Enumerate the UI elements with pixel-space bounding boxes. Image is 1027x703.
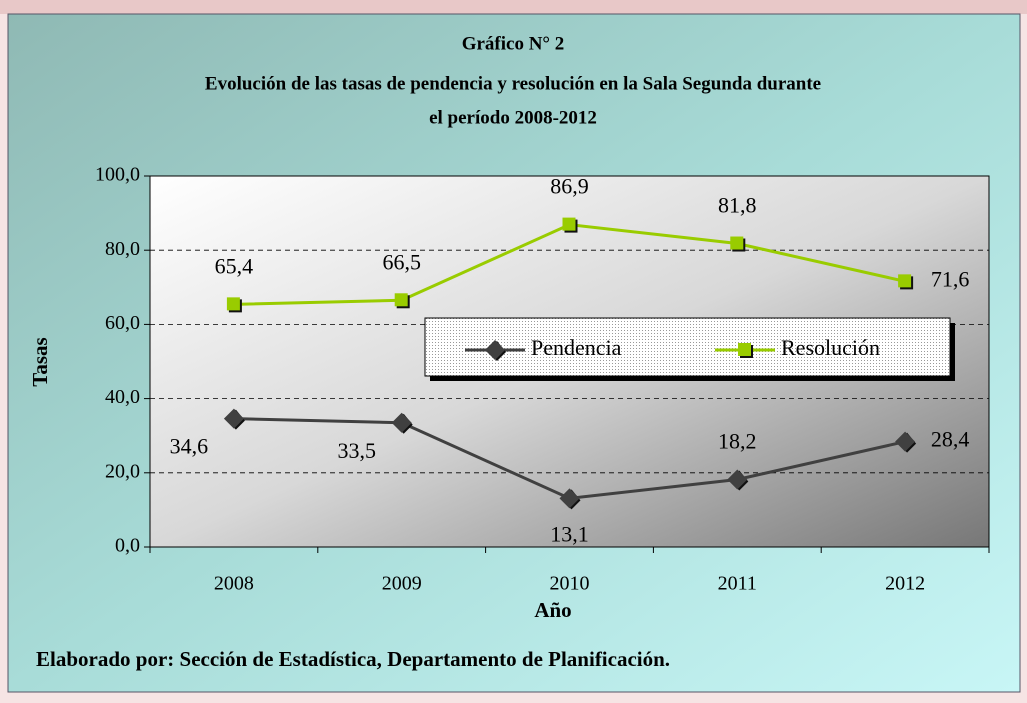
point bbox=[226, 297, 240, 311]
point bbox=[895, 431, 916, 452]
y-tick-label: 60,0 bbox=[105, 312, 140, 334]
y-tick-label: 100,0 bbox=[95, 164, 140, 186]
y-tick-label: 0,0 bbox=[115, 535, 140, 557]
data-label: 28,4 bbox=[931, 427, 970, 452]
x-tick-label: 2012 bbox=[885, 573, 925, 595]
chart-title: Evolución de las tasas de pendencia y re… bbox=[205, 73, 821, 94]
data-label: 81,8 bbox=[718, 193, 757, 218]
top-strip bbox=[0, 0, 1027, 14]
y-tick-label: 20,0 bbox=[105, 460, 140, 482]
x-tick-label: 2011 bbox=[718, 573, 757, 595]
x-tick-label: 2009 bbox=[382, 573, 422, 595]
y-axis-label: Tasas bbox=[28, 337, 52, 386]
point bbox=[394, 293, 408, 307]
legend-marker bbox=[485, 340, 505, 360]
legend-label: Pendencia bbox=[531, 335, 622, 360]
source-note: Elaborado por: Sección de Estadística, D… bbox=[36, 647, 670, 671]
point bbox=[223, 408, 244, 429]
x-tick-label: 2008 bbox=[214, 573, 254, 595]
x-axis-label: Año bbox=[534, 598, 571, 622]
data-label: 65,4 bbox=[215, 253, 254, 278]
legend bbox=[424, 317, 951, 377]
data-label: 18,2 bbox=[718, 429, 757, 454]
y-tick-label: 40,0 bbox=[105, 386, 140, 408]
data-label: 86,9 bbox=[550, 174, 589, 199]
x-tick-label: 2010 bbox=[550, 573, 590, 595]
chart-title: Gráfico N° 2 bbox=[462, 33, 565, 54]
point bbox=[562, 217, 576, 231]
point bbox=[727, 469, 748, 490]
y-tick-label: 80,0 bbox=[105, 238, 140, 260]
data-label: 71,6 bbox=[931, 266, 970, 291]
point bbox=[391, 412, 412, 433]
legend-marker bbox=[738, 343, 751, 356]
legend-label: Resolución bbox=[781, 335, 880, 360]
chart-title: el período 2008-2012 bbox=[429, 107, 597, 128]
data-label: 66,5 bbox=[382, 249, 421, 274]
data-label: 33,5 bbox=[337, 438, 376, 463]
point bbox=[730, 236, 744, 250]
point bbox=[898, 274, 912, 288]
point bbox=[559, 488, 580, 509]
data-label: 34,6 bbox=[170, 434, 209, 459]
data-label: 13,1 bbox=[550, 521, 589, 546]
